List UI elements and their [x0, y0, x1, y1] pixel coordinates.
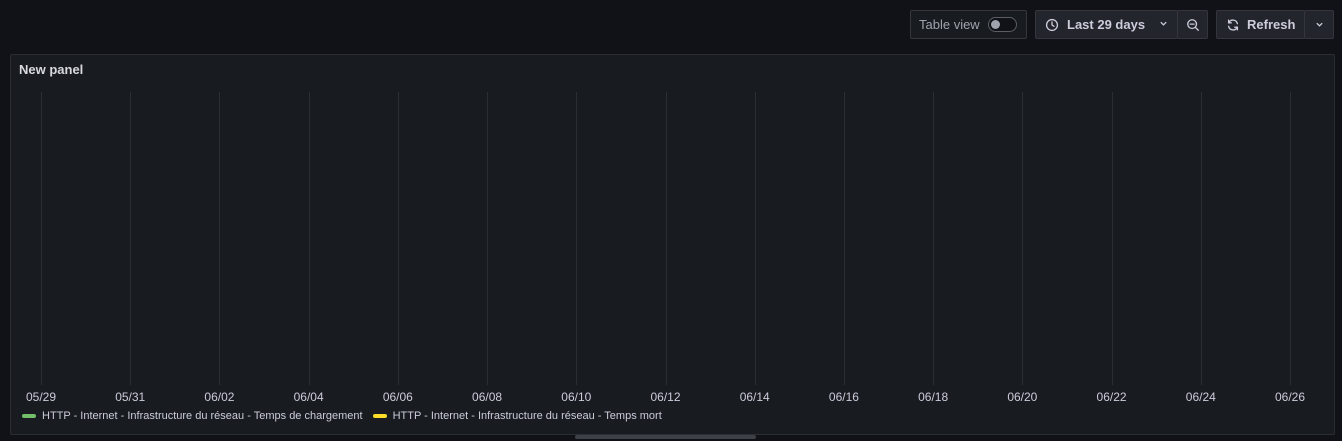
grid-line: [843, 92, 845, 385]
grid-line: [130, 92, 132, 385]
legend-swatch: [372, 414, 387, 418]
legend-item-dead-time[interactable]: HTTP - Internet - Infrastructure du rése…: [372, 410, 662, 422]
x-tick-label: 06/20: [1007, 390, 1038, 404]
legend: HTTP - Internet - Infrastructure du rése…: [22, 410, 662, 422]
x-tick-label: 06/06: [382, 390, 413, 404]
grid-line: [41, 92, 42, 385]
refresh-interval-dropdown[interactable]: [1304, 10, 1334, 39]
chevron-down-icon: [1315, 17, 1324, 32]
refresh-button[interactable]: Refresh: [1216, 10, 1305, 39]
grid-line: [754, 92, 756, 385]
x-tick-label: 06/22: [1096, 390, 1127, 404]
legend-item-load-time[interactable]: HTTP - Internet - Infrastructure du rése…: [22, 410, 363, 422]
table-view-label: Table view: [919, 17, 980, 32]
toolbar: Table view Last 29 days Refresh: [910, 10, 1334, 39]
legend-label: HTTP - Internet - Infrastructure du rése…: [392, 410, 662, 422]
refresh-icon: [1226, 18, 1240, 32]
chevron-down-icon: [1159, 19, 1168, 31]
time-range-picker[interactable]: Last 29 days: [1035, 10, 1178, 39]
zoom-out-button[interactable]: [1177, 10, 1208, 39]
legend-label: HTTP - Internet - Infrastructure du rése…: [42, 410, 363, 422]
horizontal-scrollbar[interactable]: [575, 435, 756, 439]
x-tick-label: 06/08: [472, 390, 503, 404]
time-range-label: Last 29 days: [1067, 17, 1146, 32]
table-view-switch[interactable]: [987, 17, 1017, 32]
legend-swatch: [22, 414, 36, 418]
x-tick-label: 06/14: [739, 390, 770, 404]
grid-line: [665, 92, 667, 385]
panel-title[interactable]: New panel: [19, 62, 84, 77]
x-tick-label: 06/26: [1274, 390, 1306, 404]
grid-line: [1290, 92, 1291, 385]
grid-line: [1200, 92, 1202, 385]
x-tick-label: 06/10: [561, 390, 592, 404]
x-tick-label: 06/02: [204, 390, 235, 404]
x-tick-label: 06/04: [293, 390, 324, 404]
refresh-group: Refresh: [1216, 10, 1334, 39]
chart-panel: New panel 05/29 05/31 06/02 06/04 06/06 06/08…: [10, 54, 1335, 439]
x-tick-label: 06/18: [918, 390, 949, 404]
grid-line: [219, 92, 221, 385]
switch-knob: [990, 20, 1000, 29]
grid-line: [1111, 92, 1113, 385]
grid-line: [576, 92, 578, 385]
grid-line: [933, 92, 935, 385]
x-tick-label: 06/12: [650, 390, 681, 404]
grid-line: [397, 92, 399, 385]
x-tick-label: 05/29: [25, 390, 57, 404]
refresh-label: Refresh: [1247, 17, 1296, 32]
zoom-out-icon: [1186, 18, 1200, 32]
x-tick-label: 06/24: [1185, 390, 1216, 404]
grid-line: [1022, 92, 1024, 385]
clock-icon: [1045, 18, 1059, 32]
x-tick-label: 06/16: [828, 390, 859, 404]
x-tick-label: 05/31: [115, 390, 146, 404]
time-picker-group: Last 29 days: [1035, 10, 1208, 39]
grid-line: [308, 92, 310, 385]
grid-line: [487, 92, 489, 385]
table-view-toggle[interactable]: Table view: [910, 10, 1027, 39]
